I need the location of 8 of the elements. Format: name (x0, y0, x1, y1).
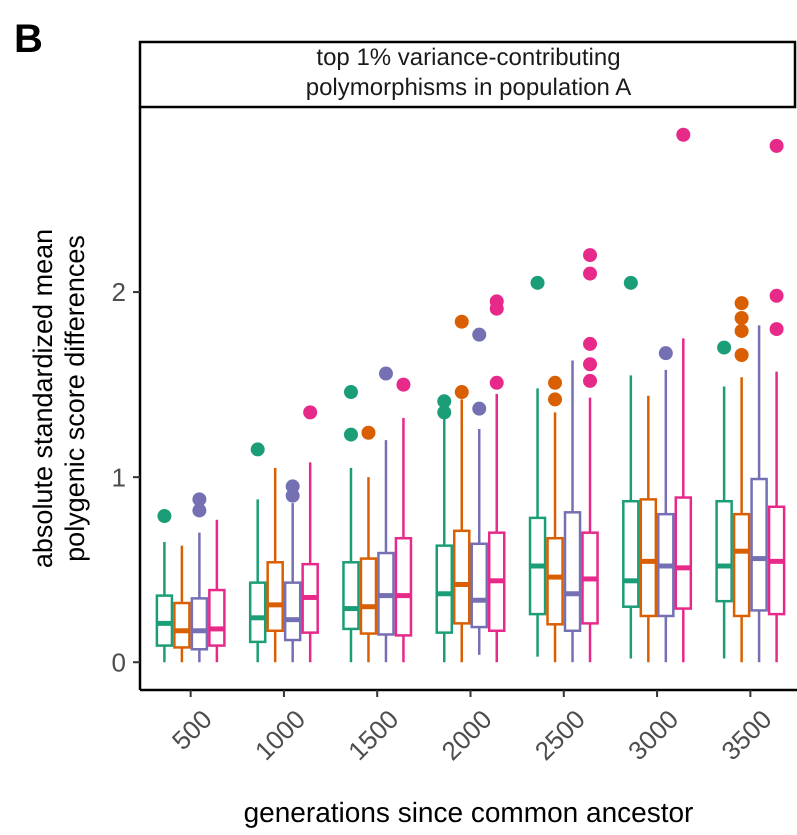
y-tick-label: 1 (112, 462, 126, 492)
text: B (14, 17, 43, 61)
chart-title: top 1% variance-contributing polymorphisms in population A (306, 44, 632, 101)
y-tick-label: 2 (112, 277, 126, 308)
y-tick-label: 0 (112, 647, 126, 678)
x-axis-title: generations since common ancestor (244, 797, 694, 828)
y-axis-title: absolute standardized mean polygenic score differences (28, 228, 90, 568)
x-tick-label: 500 (166, 704, 218, 756)
